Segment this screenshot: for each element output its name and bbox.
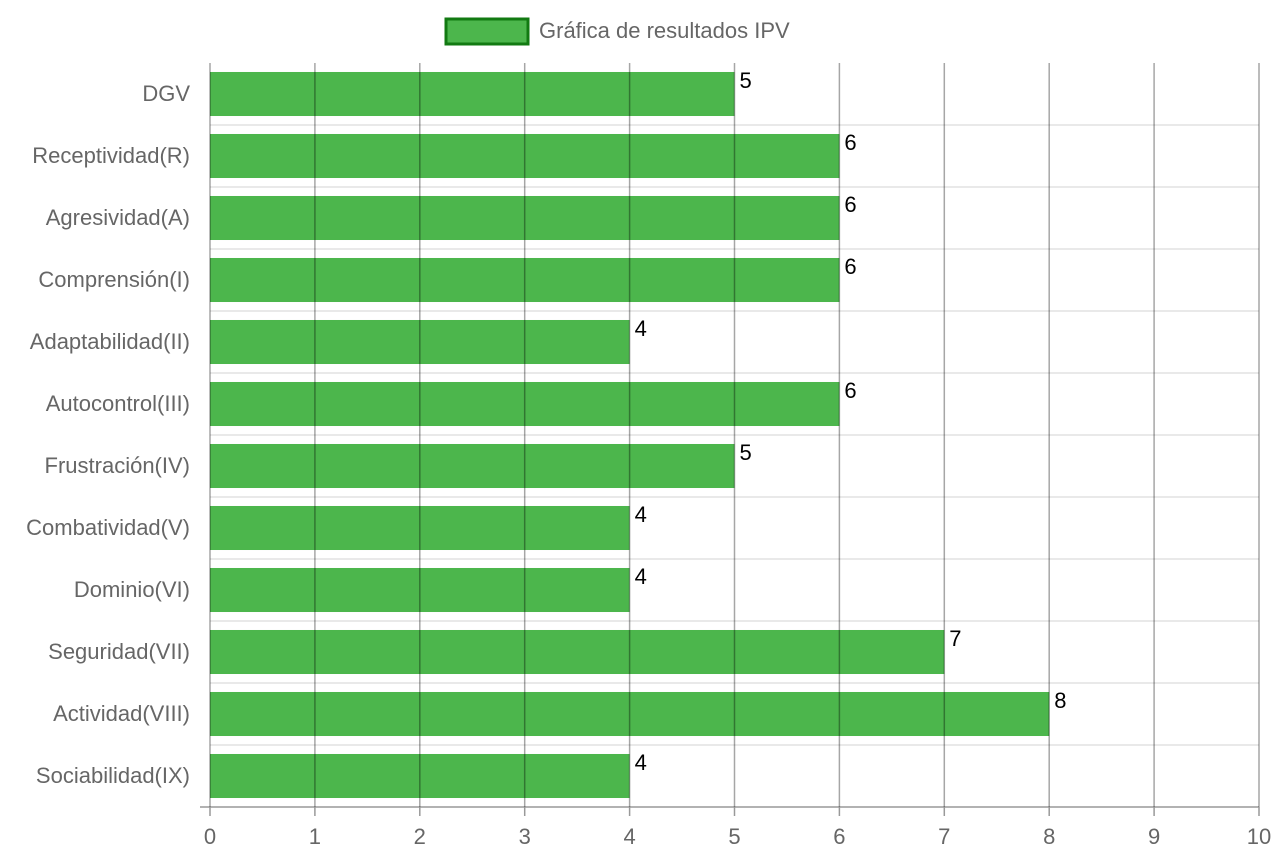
data-label: 4 — [635, 750, 647, 775]
x-tick-label: Receptividad(R) — [32, 143, 190, 168]
x-axis-tick-label: 5 — [728, 824, 740, 849]
x-axis-tick-label: 1 — [309, 824, 321, 849]
x-tick-label: Autocontrol(III) — [46, 391, 190, 416]
x-tick-label: Combatividad(V) — [26, 515, 190, 540]
bar — [210, 443, 735, 489]
data-label: 5 — [740, 68, 752, 93]
x-tick-label: DGV — [142, 81, 190, 106]
data-label: 6 — [844, 254, 856, 279]
data-label: 6 — [844, 130, 856, 155]
x-tick-label: Dominio(VI) — [74, 577, 190, 602]
x-tick-label: Sociabilidad(IX) — [36, 763, 190, 788]
bar — [210, 567, 630, 613]
data-label: 7 — [949, 626, 961, 651]
x-axis-tick-label: 8 — [1043, 824, 1055, 849]
x-tick-label: Agresividad(A) — [46, 205, 190, 230]
bar — [210, 381, 840, 427]
bar — [210, 195, 840, 241]
bar — [210, 629, 945, 675]
data-label: 4 — [635, 316, 647, 341]
x-tick-label: Comprensión(I) — [38, 267, 190, 292]
data-label: 8 — [1054, 688, 1066, 713]
bar — [210, 505, 630, 551]
legend-label: Gráfica de resultados IPV — [539, 18, 790, 43]
x-tick-label: Seguridad(VII) — [48, 639, 190, 664]
x-axis-tick-label: 10 — [1247, 824, 1271, 849]
data-label: 4 — [635, 502, 647, 527]
bar — [210, 753, 630, 799]
legend-swatch — [444, 17, 530, 46]
x-axis-tick-label: 2 — [414, 824, 426, 849]
x-axis-tick-label: 4 — [623, 824, 635, 849]
bar — [210, 691, 1050, 737]
x-axis-tick-label: 0 — [204, 824, 216, 849]
x-tick-label: Adaptabilidad(II) — [30, 329, 190, 354]
x-tick-label: Frustración(IV) — [45, 453, 190, 478]
data-label: 4 — [635, 564, 647, 589]
bar — [210, 71, 735, 117]
x-axis-tick-label: 7 — [938, 824, 950, 849]
data-label: 5 — [740, 440, 752, 465]
x-axis-tick-label: 9 — [1148, 824, 1160, 849]
data-label: 6 — [844, 378, 856, 403]
data-label: 6 — [844, 192, 856, 217]
bar — [210, 257, 840, 303]
bar — [210, 319, 630, 365]
x-tick-label: Actividad(VIII) — [53, 701, 190, 726]
x-axis-tick-label: 3 — [519, 824, 531, 849]
x-axis-tick-label: 6 — [833, 824, 845, 849]
bar — [210, 133, 840, 179]
